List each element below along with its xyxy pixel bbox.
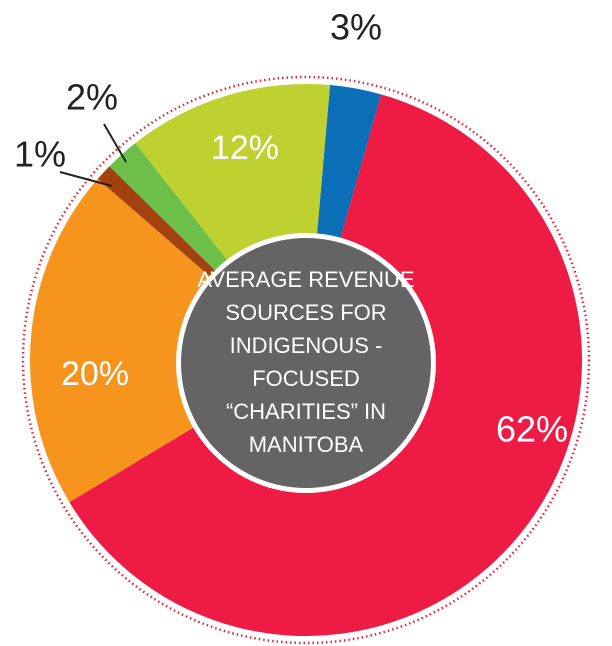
- center-disc: [181, 238, 431, 488]
- data-label: 12%: [211, 129, 279, 167]
- donut-segment: [97, 166, 221, 282]
- donut-segment: [316, 85, 382, 245]
- donut-segment: [69, 94, 583, 636]
- data-label: 2%: [66, 77, 118, 118]
- donut-segment: [30, 178, 216, 503]
- data-label: 62%: [496, 409, 568, 450]
- data-label: 1%: [14, 134, 66, 175]
- leader-line: [103, 123, 127, 163]
- leader-line: [59, 171, 113, 187]
- dotted-ring: [21, 75, 591, 645]
- chart-title: AVERAGE REVENUE SOURCES FOR INDIGENOUS -…: [197, 267, 415, 457]
- donut-segment: [109, 143, 232, 276]
- data-label: 3%: [330, 7, 382, 48]
- donut-segment: [135, 84, 331, 266]
- data-label: 20%: [61, 355, 129, 393]
